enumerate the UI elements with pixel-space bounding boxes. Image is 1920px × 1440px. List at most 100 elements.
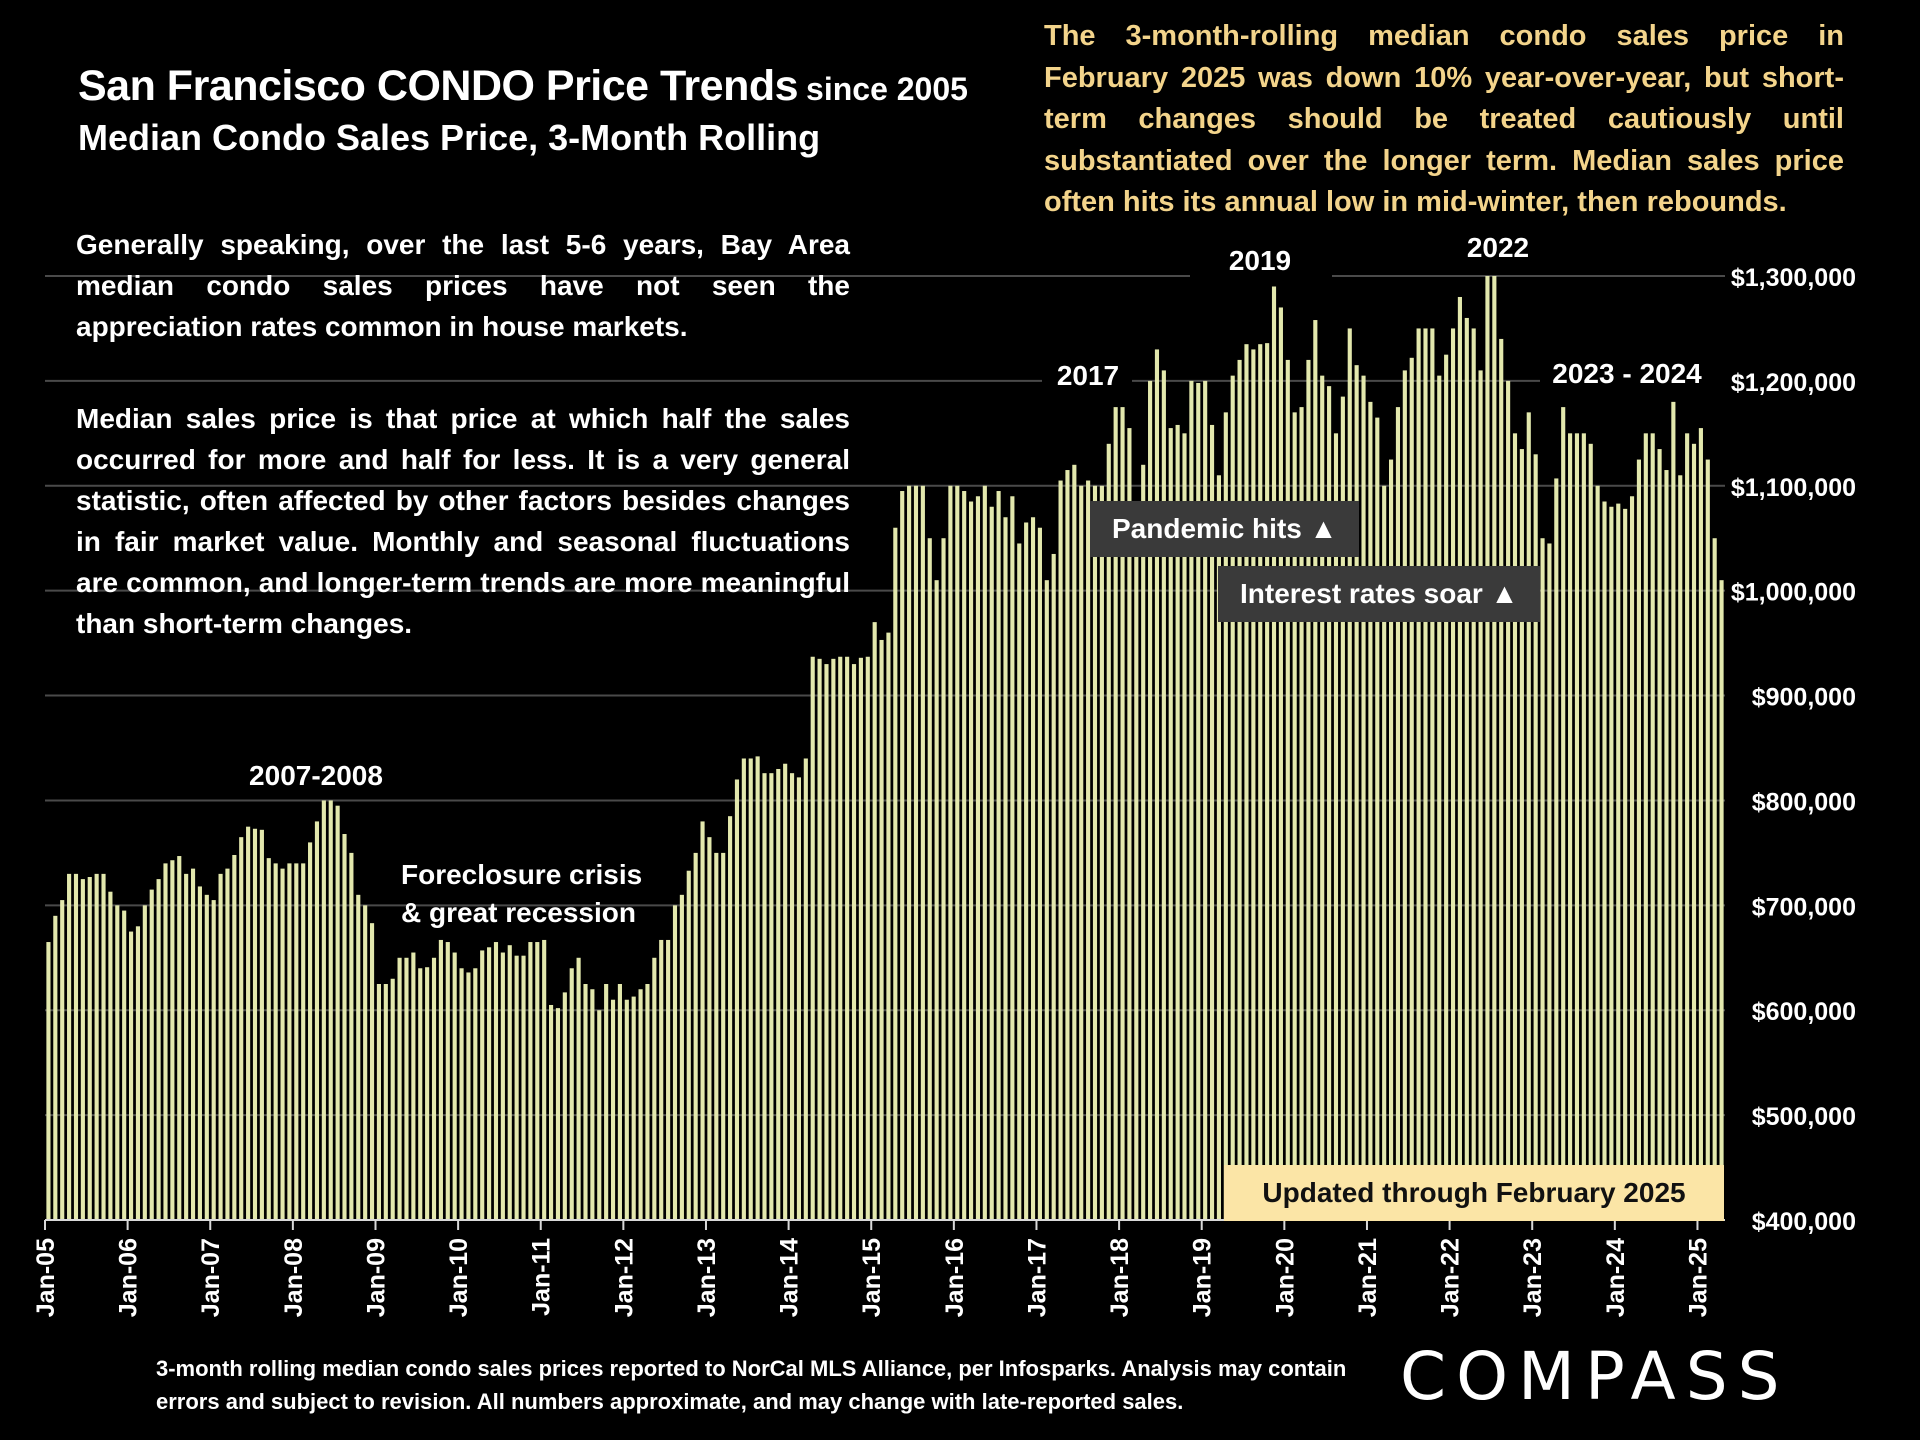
bar (1189, 380, 1194, 1220)
bar (1347, 328, 1352, 1220)
bar (714, 852, 719, 1220)
bar (1216, 475, 1221, 1220)
annotation-foreclosure-line1: Foreclosure crisis (401, 859, 642, 890)
bar (666, 939, 671, 1220)
x-tick-label: Jan-25 (1684, 1238, 1712, 1317)
y-tick-label: $600,000 (1752, 998, 1856, 1026)
bar (1519, 449, 1524, 1220)
bar (94, 873, 99, 1220)
bar (1299, 407, 1304, 1220)
x-tick-label: Jan-14 (776, 1238, 804, 1317)
bar (53, 915, 58, 1220)
bar (480, 950, 485, 1220)
bar (1402, 370, 1407, 1220)
bar (1354, 365, 1359, 1220)
bar (321, 800, 326, 1220)
bar (101, 873, 106, 1220)
bars (46, 276, 1724, 1221)
bar (190, 868, 196, 1220)
bar (679, 894, 684, 1220)
annotations: 2007-2008 Foreclosure crisis & great rec… (220, 232, 1728, 928)
bar (466, 972, 471, 1220)
bar (1450, 328, 1456, 1220)
bar (734, 779, 740, 1220)
x-tick-label: Jan-05 (32, 1238, 60, 1317)
x-tick-label: Jan-10 (445, 1238, 473, 1317)
annotation-2019: 2019 (1229, 245, 1291, 276)
bar (542, 939, 547, 1220)
bar (659, 939, 664, 1220)
bar (1092, 485, 1098, 1220)
bar (1629, 496, 1635, 1220)
bar (204, 894, 209, 1220)
bar (858, 657, 863, 1220)
bar (122, 910, 127, 1220)
x-tick-label: Jan-15 (858, 1238, 886, 1317)
annotation-2023-2024: 2023 - 2024 (1552, 358, 1702, 389)
compass-logo: COMPASS (1400, 1338, 1790, 1415)
chart-title-suffix: since 2005 (806, 71, 968, 107)
bar (232, 854, 237, 1220)
bar (755, 756, 760, 1220)
bar (549, 1004, 554, 1220)
bar (184, 873, 189, 1220)
y-tick-label: $400,000 (1752, 1208, 1856, 1236)
bar (314, 821, 320, 1220)
bar (604, 984, 609, 1220)
appreciation-note: Generally speaking, over the last 5-6 ye… (76, 229, 850, 342)
y-tick-label: $1,000,000 (1731, 579, 1856, 607)
bar (493, 942, 499, 1220)
bar (1561, 407, 1566, 1220)
chart-title: San Francisco CONDO Price Trends (78, 62, 799, 110)
bar (989, 506, 994, 1220)
summary-note: The 3-month-rolling median condo sales p… (1044, 20, 1844, 218)
bar (569, 968, 574, 1220)
bar (1698, 428, 1703, 1221)
bar (349, 852, 354, 1220)
source-footnote: 3-month rolling median condo sales price… (156, 1356, 1347, 1414)
bar (1134, 501, 1139, 1220)
bar (431, 957, 437, 1220)
bar (218, 873, 223, 1220)
bar (631, 996, 636, 1220)
bar (1712, 538, 1717, 1220)
bar (1416, 328, 1421, 1220)
bar (1106, 443, 1111, 1220)
bar (645, 984, 650, 1220)
x-tick-label: Jan-20 (1271, 1238, 1299, 1317)
y-tick-label: $1,100,000 (1731, 474, 1856, 502)
bar (728, 816, 733, 1220)
interest-rates-callout: Interest rates soar ▲ (1218, 566, 1541, 622)
x-tick-label: Jan-24 (1602, 1238, 1630, 1317)
bar (342, 834, 347, 1220)
bar (810, 656, 815, 1220)
y-tick-label: $500,000 (1752, 1103, 1856, 1131)
bar (108, 891, 113, 1220)
bar (1636, 459, 1641, 1220)
bar (1554, 478, 1559, 1220)
bar (1044, 580, 1049, 1220)
bar (555, 1008, 561, 1220)
bar (156, 879, 161, 1220)
bar (46, 942, 51, 1220)
x-tick-label: Jan-21 (1354, 1238, 1382, 1317)
bar (1492, 276, 1497, 1220)
bar (686, 870, 691, 1220)
x-tick-label: Jan-16 (941, 1238, 969, 1317)
bar (1271, 286, 1277, 1220)
bar (445, 942, 450, 1220)
bar (252, 828, 258, 1220)
bar (363, 905, 368, 1220)
bar (1595, 485, 1600, 1220)
bar (294, 863, 299, 1220)
bar (1251, 349, 1256, 1220)
bar (1203, 380, 1208, 1220)
bar (528, 942, 533, 1220)
bar (1127, 428, 1132, 1221)
bar (246, 826, 251, 1220)
bar (1382, 485, 1387, 1220)
bar (1464, 317, 1469, 1221)
bar (80, 879, 85, 1220)
bar (1602, 501, 1607, 1220)
bar (376, 984, 381, 1220)
